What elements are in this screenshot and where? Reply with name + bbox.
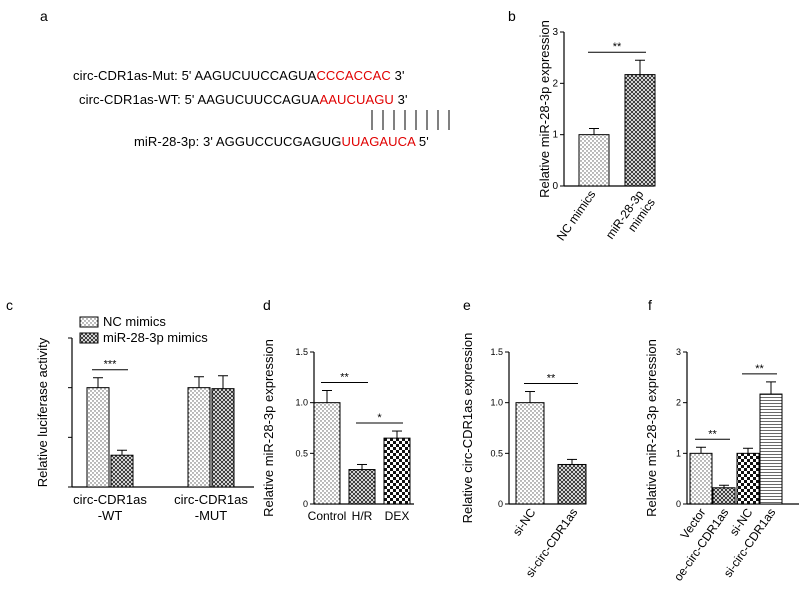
seq-mir: miR-28-3p: 3' AGGUCCUCGAGUGUUAGAUCA 5': [134, 134, 429, 149]
chart-b-category-label: NC mimics: [554, 188, 599, 244]
chart-d-bar: [383, 437, 411, 505]
chart-d-ylabel: Relative miR-28-3p expression: [261, 339, 276, 517]
chart-f-ytick-label: 1: [676, 448, 681, 458]
chart-d-ytick-label: 1.5: [295, 347, 308, 357]
chart-e-ytick-label: 0: [498, 499, 503, 509]
chart-d-bar: [313, 402, 341, 505]
chart-b-ylabel: Relative miR-28-3p expression: [537, 20, 552, 198]
chart-c-sig-label: ***: [104, 359, 118, 371]
chart-f-bar: [759, 393, 783, 505]
seq-mir-suffix: 5': [415, 134, 429, 149]
seq-mut-suffix: 3': [390, 68, 405, 83]
chart-d-sig-label: *: [377, 412, 382, 424]
chart-c-legend-swatch: [79, 316, 99, 328]
chart-f-ytick-label: 0: [676, 499, 681, 509]
chart-f-ylabel: Relative miR-28-3p expression: [644, 339, 659, 517]
chart-b-bar: [578, 134, 610, 187]
seq-wt-site: AAUCUAGU: [319, 92, 394, 107]
chart-c-legend-swatch: [79, 332, 99, 344]
chart-e-category-label: si-NC: [510, 505, 539, 538]
chart-e-ytick-label: 1.0: [490, 398, 503, 408]
chart-c-bar: [110, 454, 134, 488]
panel-label-e: e: [463, 297, 471, 313]
chart-e-ytick-label: 0.5: [490, 448, 503, 458]
chart-b-ytick-label: 2: [552, 78, 558, 89]
chart-f-bar: [689, 452, 713, 505]
chart-c-category-label: -MUT: [195, 508, 228, 523]
seq-mir-site: UUAGAUCA: [341, 134, 416, 149]
chart-e-ytick-label: 1.5: [490, 347, 503, 357]
chart-b-ytick-label: 0: [552, 181, 558, 192]
chart-d-category-label: Control: [308, 509, 347, 523]
seq-mut-site: CCCACCAC: [316, 68, 391, 83]
chart-f-bar: [736, 452, 760, 505]
panel-label-d: d: [263, 297, 271, 313]
panel-label-c: c: [6, 297, 13, 313]
chart-c-category-label: circ-CDR1as: [174, 492, 248, 507]
chart-d-category-label: DEX: [385, 509, 410, 523]
chart-d-category-label: H/R: [352, 509, 373, 523]
chart-f-sig-label: **: [755, 363, 764, 375]
chart-d-ytick-label: 1.0: [295, 398, 308, 408]
seq-wt-prefix: circ-CDR1as-WT: 5' AAGUCUUCCAGUA: [79, 92, 320, 107]
chart-e-ylabel: Relative circ-CDR1as expression: [460, 333, 475, 524]
panel-label-f: f: [648, 297, 652, 313]
chart-c-category-label: circ-CDR1as: [73, 492, 147, 507]
seq-mut: circ-CDR1as-Mut: 5' AAGUCUUCCAGUACCCACCA…: [73, 68, 405, 83]
chart-b-category-label: miR-28-3pmimics: [603, 187, 658, 249]
chart-f-ytick-label: 2: [676, 398, 681, 408]
chart-d-ytick-label: 0: [303, 499, 308, 509]
chart-b-bar: [624, 74, 656, 187]
chart-b-ytick-label: 1: [552, 130, 558, 141]
chart-b-sig-label: **: [613, 41, 622, 53]
chart-e-bar: [557, 463, 587, 505]
chart-c-ylabel: Relative luciferase activity: [35, 337, 50, 487]
chart-d-ytick-label: 0.5: [295, 448, 308, 458]
chart-c-bar: [86, 387, 110, 488]
seq-mir-prefix: miR-28-3p: 3' AGGUCCUCGAGUG: [134, 134, 342, 149]
chart-e-bar: [515, 402, 545, 505]
chart-d-bar: [348, 469, 376, 505]
chart-c-bar: [187, 387, 211, 488]
chart-d-sig-label: **: [340, 372, 349, 384]
panel-label-b: b: [508, 8, 516, 24]
chart-f-ytick-label: 3: [676, 347, 681, 357]
chart-c-legend-label: NC mimics: [103, 314, 166, 329]
seq-mut-prefix: circ-CDR1as-Mut: 5' AAGUCUUCCAGUA: [73, 68, 317, 83]
chart-f-sig-label: **: [708, 428, 717, 440]
chart-b-ytick-label: 3: [552, 27, 558, 38]
chart-f-bar: [712, 487, 736, 505]
chart-c-legend-label: miR-28-3p mimics: [103, 330, 208, 345]
seq-wt: circ-CDR1as-WT: 5' AAGUCUUCCAGUAAAUCUAGU…: [79, 92, 408, 107]
chart-c-bar: [211, 388, 235, 488]
chart-c-category-label: -WT: [98, 508, 123, 523]
seq-wt-suffix: 3': [393, 92, 408, 107]
panel-label-a: a: [40, 8, 48, 24]
chart-e-sig-label: **: [547, 373, 556, 385]
